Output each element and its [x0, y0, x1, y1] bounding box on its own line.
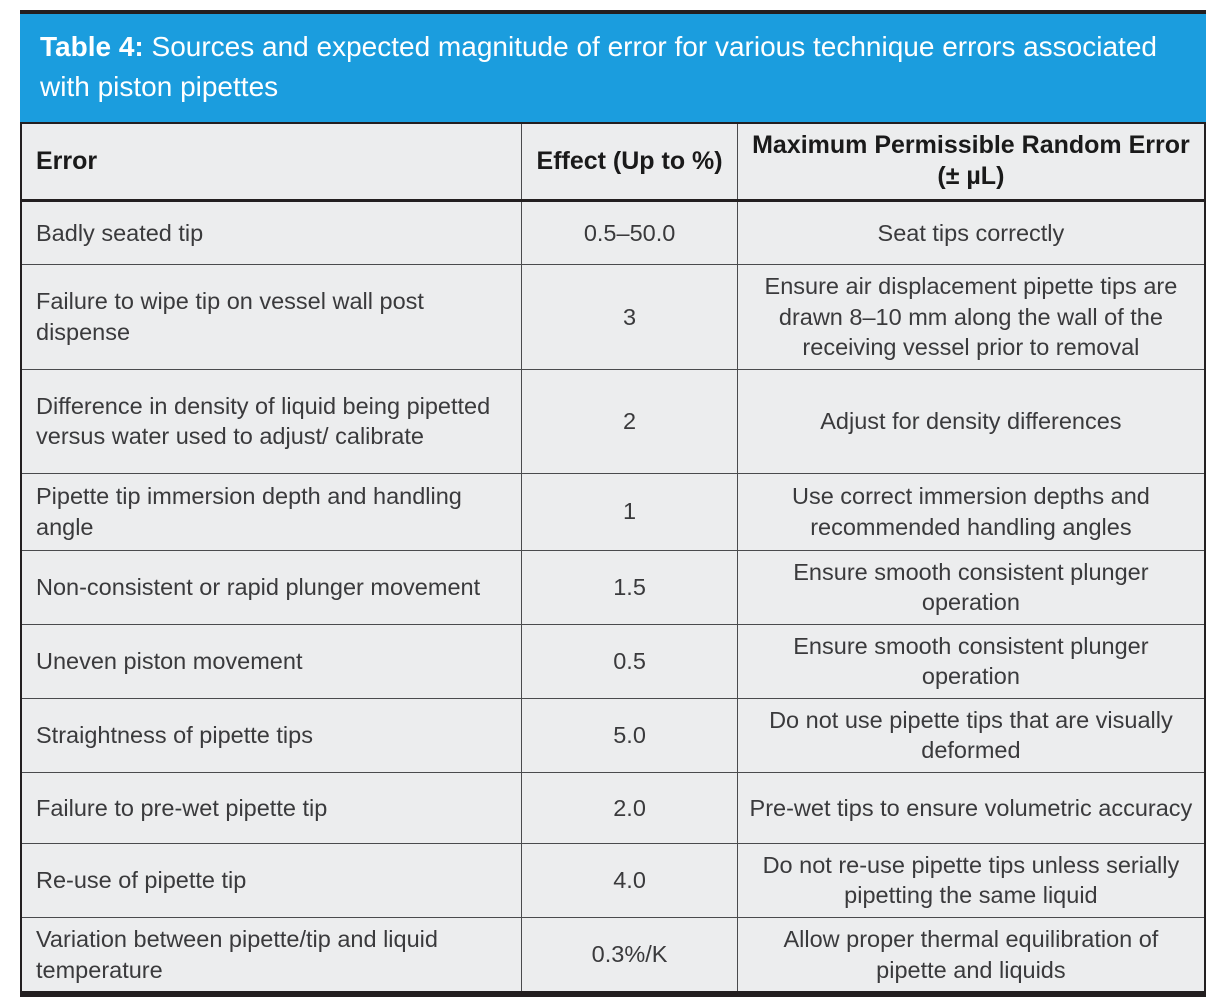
table-row: Re-use of pipette tip 4.0 Do not re-use … — [21, 843, 1205, 917]
error-sources-table: Error Effect (Up to %) Maximum Permissib… — [20, 122, 1206, 997]
cell-error: Pipette tip immersion depth and handling… — [21, 473, 522, 550]
cell-effect: 0.5 — [522, 624, 737, 698]
cell-effect: 3 — [522, 265, 737, 370]
cell-action: Adjust for density differences — [737, 369, 1205, 473]
table-row: Straightness of pipette tips 5.0 Do not … — [21, 698, 1205, 772]
table-body: Badly seated tip 0.5–50.0 Seat tips corr… — [21, 201, 1205, 995]
cell-effect: 5.0 — [522, 698, 737, 772]
column-header-error: Error — [21, 123, 522, 201]
cell-action: Do not re-use pipette tips unless serial… — [737, 843, 1205, 917]
cell-error: Failure to pre-wet pipette tip — [21, 772, 522, 843]
table-header: Error Effect (Up to %) Maximum Permissib… — [21, 123, 1205, 201]
table-caption: Table 4: Sources and expected magnitude … — [20, 14, 1206, 122]
column-header-max-error: Maximum Permissible Random Error (± µL) — [737, 123, 1205, 201]
document-page: Table 4: Sources and expected magnitude … — [0, 0, 1226, 976]
cell-effect: 2.0 — [522, 772, 737, 843]
table-row: Non-consistent or rapid plunger movement… — [21, 550, 1205, 624]
cell-effect: 0.5–50.0 — [522, 201, 737, 265]
table-caption-label: Table 4: — [40, 31, 144, 62]
table-4-container: Table 4: Sources and expected magnitude … — [20, 10, 1206, 997]
cell-error: Straightness of pipette tips — [21, 698, 522, 772]
cell-action: Ensure smooth consistent plunger operati… — [737, 624, 1205, 698]
header-row: Error Effect (Up to %) Maximum Permissib… — [21, 123, 1205, 201]
table-row: Failure to pre-wet pipette tip 2.0 Pre-w… — [21, 772, 1205, 843]
cell-action: Ensure smooth consistent plunger operati… — [737, 550, 1205, 624]
cell-error: Uneven piston movement — [21, 624, 522, 698]
cell-action: Use correct immersion depths and recomme… — [737, 473, 1205, 550]
cell-action: Do not use pipette tips that are visuall… — [737, 698, 1205, 772]
table-caption-text: Sources and expected magnitude of error … — [40, 31, 1157, 102]
cell-error: Variation between pipette/tip and liquid… — [21, 918, 522, 995]
column-header-effect: Effect (Up to %) — [522, 123, 737, 201]
cell-action: Ensure air displacement pipette tips are… — [737, 265, 1205, 370]
cell-effect: 1 — [522, 473, 737, 550]
table-row: Variation between pipette/tip and liquid… — [21, 918, 1205, 995]
table-row: Failure to wipe tip on vessel wall post … — [21, 265, 1205, 370]
cell-action: Seat tips correctly — [737, 201, 1205, 265]
cell-action: Pre-wet tips to ensure volumetric accura… — [737, 772, 1205, 843]
cell-effect: 2 — [522, 369, 737, 473]
cell-error: Badly seated tip — [21, 201, 522, 265]
cell-effect: 1.5 — [522, 550, 737, 624]
table-row: Difference in density of liquid being pi… — [21, 369, 1205, 473]
cell-effect: 4.0 — [522, 843, 737, 917]
cell-error: Failure to wipe tip on vessel wall post … — [21, 265, 522, 370]
table-row: Badly seated tip 0.5–50.0 Seat tips corr… — [21, 201, 1205, 265]
cell-error: Re-use of pipette tip — [21, 843, 522, 917]
cell-effect: 0.3%/K — [522, 918, 737, 995]
cell-action: Allow proper thermal equilibration of pi… — [737, 918, 1205, 995]
table-row: Uneven piston movement 0.5 Ensure smooth… — [21, 624, 1205, 698]
cell-error: Non-consistent or rapid plunger movement — [21, 550, 522, 624]
table-row: Pipette tip immersion depth and handling… — [21, 473, 1205, 550]
cell-error: Difference in density of liquid being pi… — [21, 369, 522, 473]
